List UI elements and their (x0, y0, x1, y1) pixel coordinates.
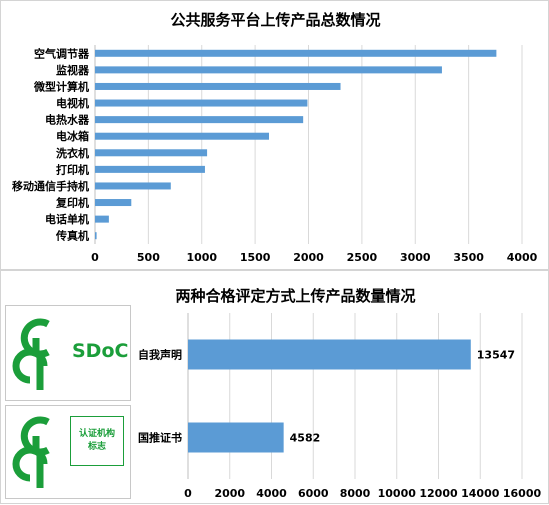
x-tick-label: 6000 (298, 487, 329, 500)
x-tick-label: 1500 (240, 251, 271, 264)
x-tick-label: 2000 (214, 487, 245, 500)
category-label: 移动通信手持机 (12, 179, 89, 193)
category-label: 打印机 (56, 162, 89, 176)
category-label: 电冰箱 (56, 129, 89, 143)
ccp-logo-icon (12, 416, 50, 488)
bar (95, 182, 171, 190)
category-label: 空气调节器 (34, 46, 90, 60)
sdoc-label: SDoC (72, 340, 129, 362)
category-label: 监视器 (56, 63, 90, 77)
x-tick-label: 2500 (347, 251, 378, 264)
bar (188, 339, 471, 370)
assessment-method-chart-panel: 两种合格评定方式上传产品数量情况 0 2000 4000 6000 8000 10000 1… (0, 270, 549, 504)
cert-label-line: 认证机构 (78, 429, 115, 439)
category-label: 自我声明 (138, 348, 182, 362)
category-label: 电热水器 (45, 113, 90, 127)
chart-title: 两种合格评定方式上传产品数量情况 (175, 287, 416, 305)
x-tick-label: 14000 (461, 487, 500, 500)
certification-mark-logo: 认证机构 标志 (5, 405, 131, 499)
x-tick-label: 12000 (419, 487, 458, 500)
ccp-logo-icon (12, 318, 50, 390)
chart-title: 公共服务平台上传产品总数情况 (170, 11, 381, 29)
bar (95, 199, 132, 207)
x-tick-label: 1000 (186, 251, 217, 264)
assessment-method-chart: 0 2000 4000 6000 8000 10000 12000 14000 16000 自我声… (138, 313, 542, 500)
bar (95, 49, 497, 57)
category-label: 洗衣机 (56, 146, 89, 160)
bar (95, 232, 97, 240)
x-tick-label: 0 (184, 487, 192, 500)
sdoc-logo: SDoC (5, 305, 131, 401)
x-tick-label: 2000 (293, 251, 324, 264)
x-tick-label: 10000 (378, 487, 417, 500)
bar (188, 422, 284, 453)
bar (95, 82, 341, 90)
category-label: 电视机 (56, 96, 89, 110)
x-tick-label: 3500 (453, 251, 484, 264)
category-label: 传真机 (55, 229, 89, 243)
bar (95, 99, 308, 107)
bar (95, 132, 270, 140)
cert-label-line: 标志 (87, 442, 106, 452)
x-tick-label: 8000 (340, 487, 371, 500)
x-tick-label: 4000 (256, 487, 287, 500)
total-uploads-chart-panel: 公共服务平台上传产品总数情况 0 500 1000 1500 2000 2500 3000 3… (0, 0, 549, 270)
total-uploads-chart: 0 500 1000 1500 2000 2500 3000 3500 4000 空气调节器监视器… (12, 45, 538, 264)
category-label: 微型计算机 (33, 79, 89, 93)
bar (95, 116, 304, 124)
bar (95, 149, 208, 157)
x-tick-label: 4000 (507, 251, 538, 264)
category-label: 国推证书 (138, 431, 182, 445)
data-label: 4582 (290, 432, 321, 445)
x-tick-label: 16000 (503, 487, 542, 500)
certification-body-label: 认证机构 标志 (70, 416, 124, 466)
x-tick-label: 500 (137, 251, 160, 264)
x-tick-label: 0 (91, 251, 99, 264)
x-tick-label: 3000 (400, 251, 431, 264)
bar (95, 66, 442, 74)
category-label: 复印机 (55, 196, 89, 210)
bar (95, 215, 109, 223)
bar (95, 165, 205, 173)
category-label: 电话单机 (45, 212, 89, 226)
data-label: 13547 (477, 349, 515, 362)
